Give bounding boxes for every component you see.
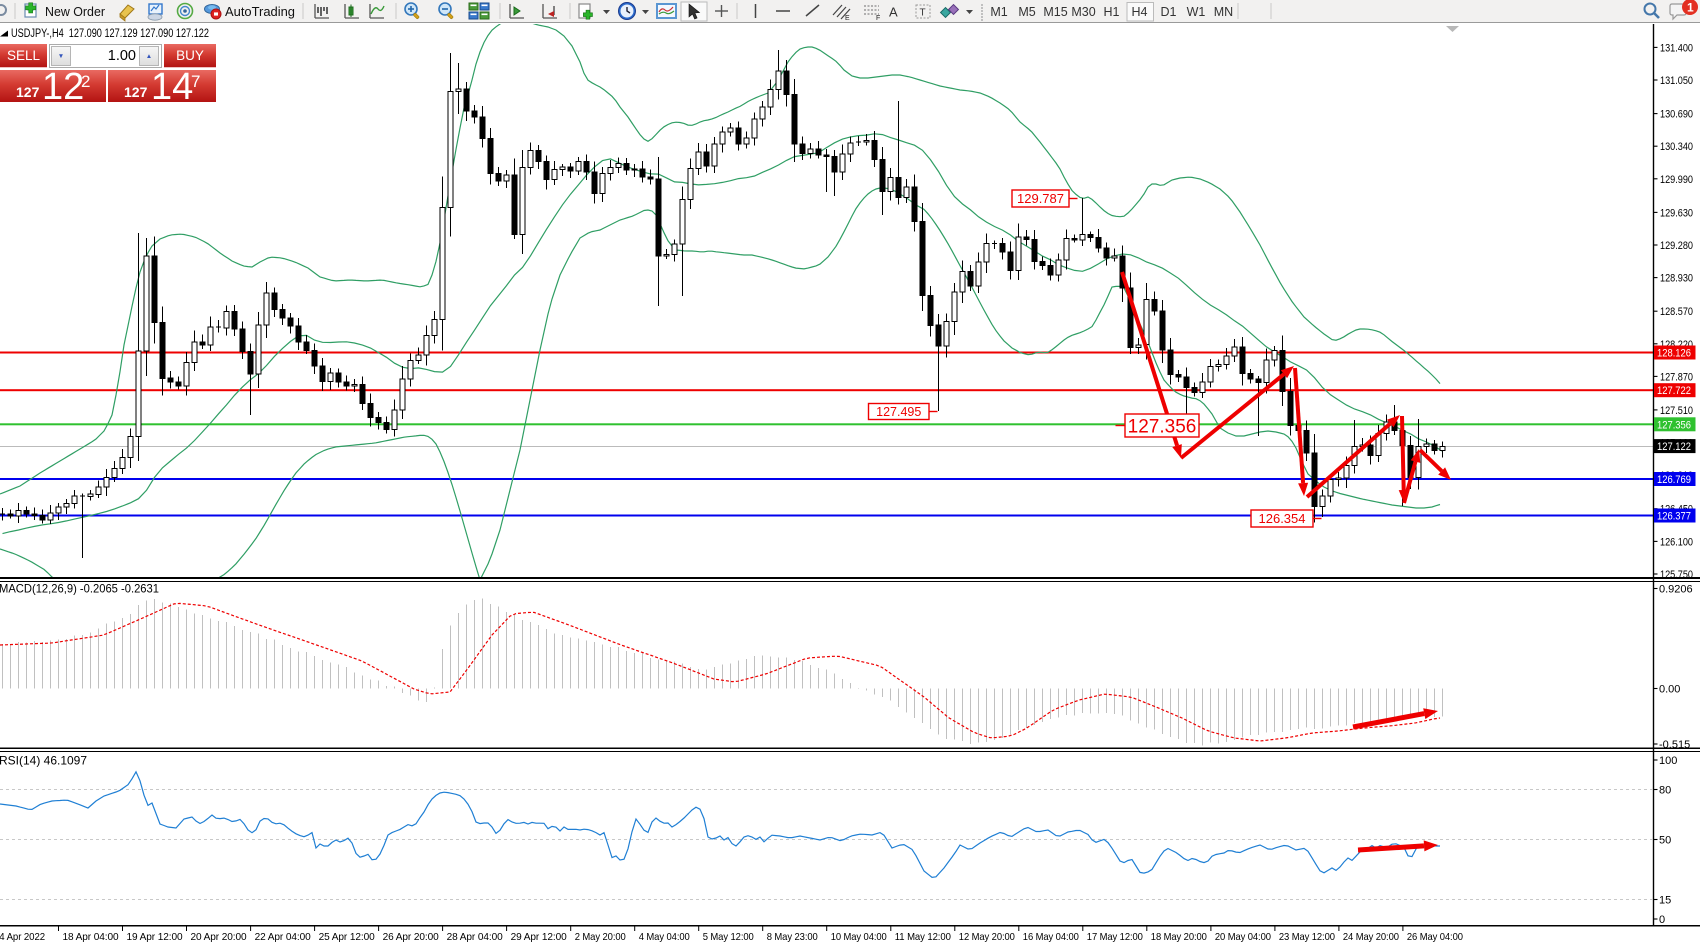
- svg-text:15: 15: [1659, 895, 1671, 907]
- svg-text:28 Apr 04:00: 28 Apr 04:00: [447, 931, 503, 943]
- svg-text:130.340: 130.340: [1660, 141, 1693, 153]
- svg-text:MACD(12,26,9) -0.2065 -0.2631: MACD(12,26,9) -0.2065 -0.2631: [0, 582, 159, 596]
- svg-text:80: 80: [1659, 785, 1671, 797]
- svg-text:M5: M5: [1018, 5, 1035, 19]
- svg-text:22 Apr 04:00: 22 Apr 04:00: [255, 931, 311, 943]
- svg-text:127.122: 127.122: [1657, 441, 1691, 453]
- svg-text:E: E: [845, 15, 850, 22]
- svg-text:128.930: 128.930: [1660, 273, 1693, 285]
- svg-text:M15: M15: [1043, 5, 1067, 19]
- svg-text:127.356: 127.356: [1128, 416, 1197, 437]
- svg-text:11 May 12:00: 11 May 12:00: [895, 931, 951, 943]
- svg-text:127.510: 127.510: [1660, 405, 1693, 417]
- svg-text:8 May 23:00: 8 May 23:00: [767, 931, 818, 943]
- svg-text:H4: H4: [1132, 5, 1148, 19]
- svg-text:H1: H1: [1104, 5, 1120, 19]
- svg-text:126.377: 126.377: [1657, 511, 1691, 523]
- svg-text:129.787: 129.787: [1017, 191, 1064, 206]
- svg-text:125.750: 125.750: [1660, 569, 1693, 581]
- svg-text:19 Apr 12:00: 19 Apr 12:00: [127, 931, 183, 943]
- svg-text:5 May 12:00: 5 May 12:00: [703, 931, 754, 943]
- svg-text:New Order: New Order: [45, 5, 105, 19]
- svg-text:128.126: 128.126: [1657, 348, 1691, 360]
- svg-text:50: 50: [1659, 835, 1671, 847]
- svg-text:M1: M1: [990, 5, 1007, 19]
- svg-text:AutoTrading: AutoTrading: [225, 5, 295, 19]
- svg-text:126.769: 126.769: [1657, 474, 1691, 486]
- svg-text:127.722: 127.722: [1657, 385, 1691, 397]
- svg-text:16 May 04:00: 16 May 04:00: [1023, 931, 1079, 943]
- svg-text:0: 0: [1659, 914, 1665, 926]
- svg-text:24 May 20:00: 24 May 20:00: [1343, 931, 1399, 943]
- svg-text:130.690: 130.690: [1660, 109, 1693, 121]
- svg-text:D1: D1: [1161, 5, 1177, 19]
- svg-text:127.495: 127.495: [876, 405, 921, 419]
- svg-text:127.870: 127.870: [1660, 371, 1693, 383]
- svg-text:-0.515: -0.515: [1659, 739, 1690, 751]
- svg-text:0.9206: 0.9206: [1659, 584, 1693, 596]
- svg-text:100: 100: [1659, 755, 1677, 767]
- svg-text:10 May 04:00: 10 May 04:00: [831, 931, 887, 943]
- svg-text:126.100: 126.100: [1660, 536, 1693, 548]
- svg-text:USDJPY-,H4 127.090 127.129 12: USDJPY-,H4 127.090 127.129 127.090 127.1…: [11, 28, 209, 40]
- svg-text:RSI(14) 46.1097: RSI(14) 46.1097: [0, 754, 87, 768]
- svg-text:2 May 20:00: 2 May 20:00: [575, 931, 626, 943]
- svg-text:14 Apr 2022: 14 Apr 2022: [0, 931, 45, 943]
- svg-text:M30: M30: [1071, 5, 1095, 19]
- svg-text:129.990: 129.990: [1660, 174, 1693, 186]
- svg-text:1: 1: [1687, 1, 1694, 15]
- svg-text:F: F: [876, 15, 880, 22]
- svg-text:129.630: 129.630: [1660, 207, 1693, 219]
- svg-text:131.050: 131.050: [1660, 75, 1693, 87]
- svg-text:W1: W1: [1187, 5, 1206, 19]
- svg-text:131.400: 131.400: [1660, 42, 1693, 54]
- svg-text:18 May 20:00: 18 May 20:00: [1151, 931, 1207, 943]
- svg-text:MN: MN: [1214, 5, 1233, 19]
- svg-text:23 May 12:00: 23 May 12:00: [1279, 931, 1335, 943]
- svg-text:18 Apr 04:00: 18 Apr 04:00: [63, 931, 119, 943]
- svg-text:25 Apr 12:00: 25 Apr 12:00: [319, 931, 375, 943]
- svg-text:20 Apr 20:00: 20 Apr 20:00: [191, 931, 247, 943]
- svg-text:A: A: [889, 5, 898, 20]
- svg-text:17 May 12:00: 17 May 12:00: [1087, 931, 1143, 943]
- svg-text:127.356: 127.356: [1657, 419, 1691, 431]
- svg-text:12 May 20:00: 12 May 20:00: [959, 931, 1015, 943]
- svg-text:129.280: 129.280: [1660, 240, 1693, 252]
- svg-text:26 May 04:00: 26 May 04:00: [1407, 931, 1463, 943]
- svg-text:20 May 04:00: 20 May 04:00: [1215, 931, 1271, 943]
- svg-text:29 Apr 12:00: 29 Apr 12:00: [511, 931, 567, 943]
- svg-text:128.570: 128.570: [1660, 306, 1693, 318]
- svg-text:126.354: 126.354: [1259, 511, 1306, 526]
- svg-text:26 Apr 20:00: 26 Apr 20:00: [383, 931, 439, 943]
- svg-text:4 May 04:00: 4 May 04:00: [639, 931, 690, 943]
- svg-text:T: T: [920, 8, 926, 19]
- svg-text:0.00: 0.00: [1659, 684, 1680, 696]
